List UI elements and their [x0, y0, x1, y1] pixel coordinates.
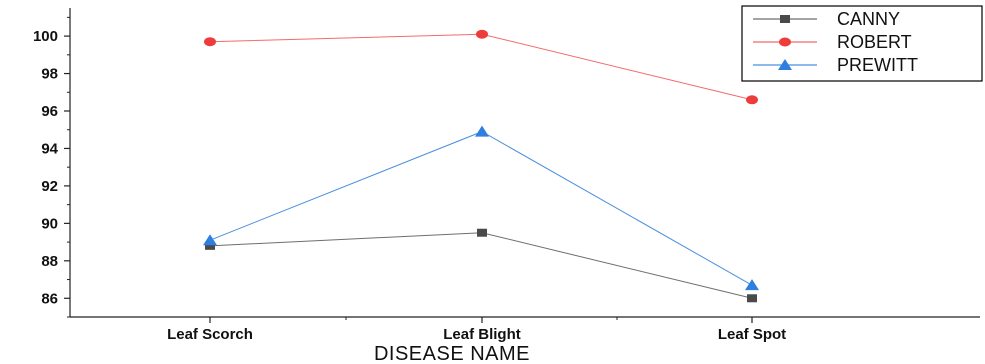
- data-point-canny: [747, 294, 757, 303]
- x-tick-label: Leaf Spot: [718, 326, 786, 343]
- y-tick-label: 94: [41, 140, 58, 157]
- x-axis-title: DISEASE NAME: [374, 343, 530, 364]
- data-point-prewitt: [203, 234, 217, 246]
- legend: CANNY ROBERT PREWITT: [741, 5, 983, 82]
- y-tick-label: 92: [41, 178, 58, 195]
- data-point-canny: [205, 241, 215, 250]
- y-tick-label: 90: [41, 215, 58, 232]
- series-line-prewitt: [209, 131, 753, 286]
- y-tick-label: 88: [41, 253, 58, 270]
- data-point-prewitt: [745, 279, 759, 291]
- x-tick-label: Leaf Scorch: [167, 326, 253, 343]
- y-tick-label: 86: [41, 290, 58, 307]
- data-point-robert: [746, 95, 758, 105]
- legend-item-robert: ROBERT: [753, 32, 912, 52]
- series-line-robert: [209, 33, 753, 101]
- legend-marker: [780, 15, 790, 23]
- series-canny: [205, 228, 757, 303]
- data-point-prewitt: [475, 125, 489, 137]
- legend-item-prewitt: PREWITT: [753, 55, 918, 75]
- data-point-canny: [477, 228, 487, 237]
- data-point-robert: [204, 37, 216, 47]
- x-tick-label: Leaf Blight: [443, 326, 521, 343]
- legend-item-canny: CANNY: [753, 9, 900, 29]
- y-tick-label: 98: [41, 66, 58, 83]
- series-prewitt: [203, 125, 759, 291]
- legend-marker: [779, 37, 791, 47]
- series-line-canny: [209, 232, 753, 299]
- series-robert: [204, 29, 758, 105]
- series-layer: [203, 29, 759, 303]
- legend-label: CANNY: [837, 9, 900, 29]
- y-tick-label: 96: [41, 103, 58, 120]
- legend-label: PREWITT: [837, 55, 918, 75]
- data-point-robert: [476, 29, 488, 39]
- legend-label: ROBERT: [837, 32, 912, 52]
- axes: 86 88 90 92 94 96 98 100 Leaf Scorch Leaf Blight L…: [33, 8, 980, 343]
- legend-marker: [778, 59, 792, 70]
- y-tick-label: 100: [33, 28, 58, 45]
